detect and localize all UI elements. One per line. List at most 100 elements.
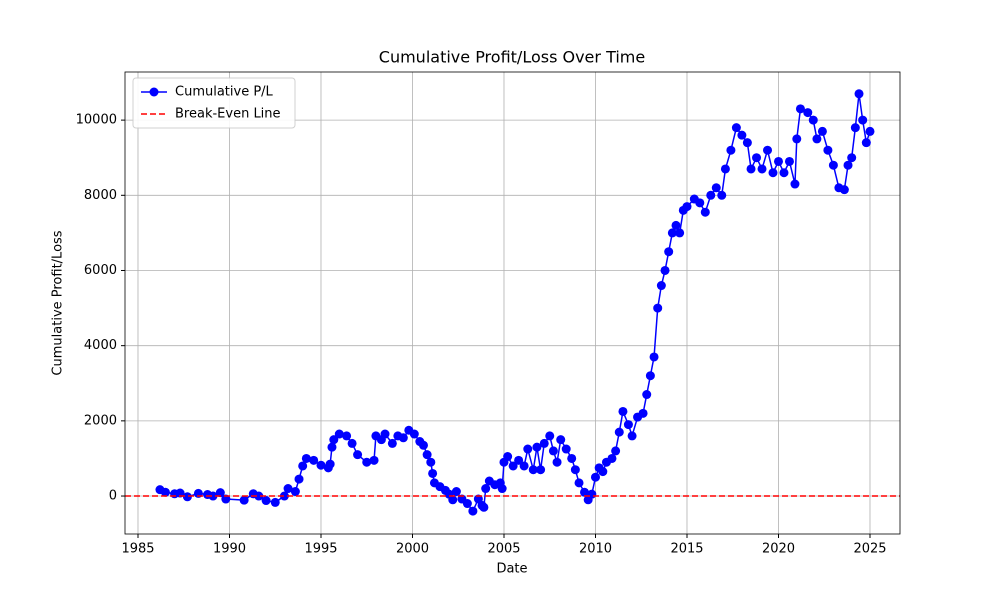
data-point: [649, 352, 659, 362]
legend-label: Break-Even Line: [175, 107, 281, 122]
data-point: [779, 168, 789, 178]
y-tick-label: 10000: [76, 113, 117, 128]
y-axis-label: Cumulative Profit/Loss: [51, 230, 66, 375]
data-point: [803, 108, 813, 118]
data-point: [611, 446, 621, 456]
data-point: [700, 207, 710, 217]
data-point: [536, 465, 546, 475]
x-tick-label: 2000: [396, 542, 429, 557]
x-tick-label: 2005: [487, 542, 520, 557]
data-point: [843, 160, 853, 170]
data-point: [642, 390, 652, 400]
data-point: [711, 183, 721, 193]
legend-box: [132, 77, 296, 129]
y-tick-label: 2000: [84, 413, 117, 428]
data-point: [448, 495, 458, 505]
data-point: [623, 420, 633, 430]
data-point: [539, 438, 549, 448]
data-point: [215, 488, 225, 498]
data-point: [519, 461, 529, 471]
data-point: [865, 126, 875, 136]
data-point: [717, 190, 727, 200]
data-point: [752, 153, 762, 163]
data-point: [773, 156, 783, 166]
data-point: [706, 190, 716, 200]
data-point: [574, 478, 584, 488]
data-point: [854, 89, 864, 99]
data-point: [726, 145, 736, 155]
data-point: [514, 455, 524, 465]
data-point: [362, 457, 372, 467]
data-point: [353, 450, 363, 460]
data-point: [548, 446, 558, 456]
data-point: [587, 489, 597, 499]
data-point: [387, 438, 397, 448]
data-point: [316, 460, 326, 470]
data-point: [175, 488, 185, 498]
data-point: [768, 168, 778, 178]
data-point: [675, 228, 685, 238]
data-point: [618, 406, 628, 416]
data-point: [858, 115, 868, 125]
data-point: [552, 457, 562, 467]
data-point: [627, 431, 637, 441]
x-tick-label: 2010: [579, 542, 612, 557]
data-point: [695, 198, 705, 208]
data-point: [598, 467, 608, 477]
legend-marker: [149, 87, 159, 97]
data-point: [523, 444, 533, 454]
data-point: [795, 104, 805, 114]
data-point: [239, 495, 249, 505]
data-point: [283, 484, 293, 494]
data-point: [590, 472, 600, 482]
data-point: [294, 474, 304, 484]
data-point: [221, 494, 231, 504]
data-point: [823, 145, 833, 155]
data-point: [561, 444, 571, 454]
legend-label: Cumulative P/L: [175, 85, 274, 100]
data-point: [757, 164, 767, 174]
y-tick-label: 4000: [84, 338, 117, 353]
data-point: [160, 487, 170, 497]
data-point: [812, 134, 822, 144]
data-point: [660, 265, 670, 275]
data-point: [503, 452, 513, 462]
data-line: [159, 93, 871, 513]
data-point: [664, 247, 674, 257]
x-tick-label: 2015: [670, 542, 703, 557]
data-point: [847, 153, 857, 163]
data-point: [737, 130, 747, 140]
chart-title: Cumulative Profit/Loss Over Time: [379, 48, 645, 67]
y-tick-label: 6000: [84, 263, 117, 278]
data-point: [671, 220, 681, 230]
data-point: [428, 468, 438, 478]
data-point: [792, 134, 802, 144]
data-point: [645, 371, 655, 381]
data-point: [720, 164, 730, 174]
data-point: [479, 502, 489, 512]
data-point: [327, 442, 337, 452]
data-point: [653, 303, 663, 313]
data-point: [817, 126, 827, 136]
data-point: [850, 123, 860, 133]
data-point: [398, 433, 408, 443]
data-point: [731, 123, 741, 133]
data-point: [682, 202, 692, 212]
data-point: [418, 440, 428, 450]
data-point: [261, 496, 271, 506]
data-point: [545, 431, 555, 441]
data-point: [422, 450, 432, 460]
data-point: [329, 435, 339, 445]
data-point: [270, 497, 280, 507]
data-point: [763, 145, 773, 155]
data-point: [828, 160, 838, 170]
plot-frame: [124, 71, 901, 535]
data-point: [298, 461, 308, 471]
data-point: [451, 487, 461, 497]
data-point: [508, 461, 518, 471]
data-point: [409, 429, 419, 439]
data-point: [279, 491, 289, 501]
data-point: [254, 491, 264, 501]
data-point: [607, 453, 617, 463]
